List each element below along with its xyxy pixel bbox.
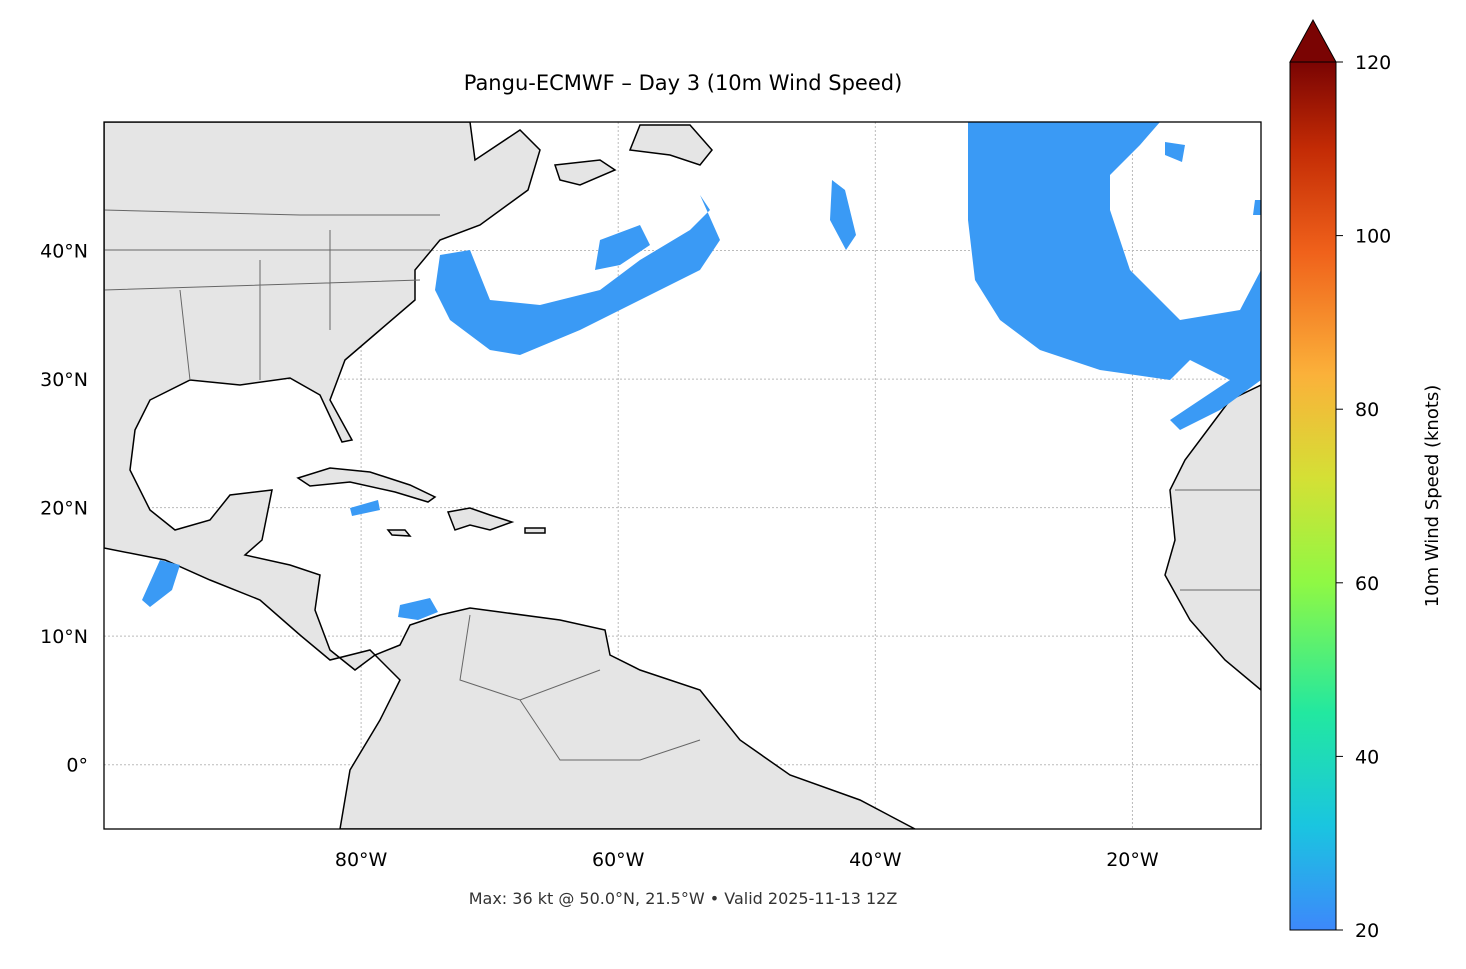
hispaniola <box>446 507 515 531</box>
jamaica <box>386 529 412 537</box>
x-tick-label: 20°W <box>1106 849 1159 871</box>
nova-scotia <box>553 159 617 186</box>
x-tick-label: 60°W <box>592 849 645 871</box>
y-tick-label: 40°N <box>40 241 88 263</box>
y-tick-label: 0° <box>66 755 88 777</box>
y-tick-label: 10°N <box>40 626 88 648</box>
colorbar-extend <box>1289 18 1337 63</box>
newfoundland <box>628 124 713 166</box>
x-tick-label: 80°W <box>335 849 388 871</box>
wind-area <box>968 122 1261 430</box>
puerto-rico <box>524 527 546 534</box>
borders <box>104 209 1261 761</box>
africa <box>1164 384 1261 691</box>
colorbar-tick-label: 60 <box>1355 573 1379 595</box>
colorbar-tick-label: 20 <box>1355 920 1379 942</box>
y-tick-label: 30°N <box>40 369 88 391</box>
cuba <box>296 467 437 503</box>
colorbar-tick-label: 100 <box>1355 226 1391 248</box>
map-frame <box>103 121 1262 830</box>
footnote: Max: 36 kt @ 50.0°N, 21.5°W • Valid 2025… <box>469 889 898 908</box>
wind-area <box>435 195 720 355</box>
map <box>104 122 1261 829</box>
colorbar-label: 10m Wind Speed (knots) <box>1422 385 1443 608</box>
x-tick-label: 40°W <box>849 849 902 871</box>
title: Pangu-ECMWF – Day 3 (10m Wind Speed) <box>464 71 903 95</box>
y-tick-label: 20°N <box>40 498 88 520</box>
colorbar <box>1289 61 1337 931</box>
colorbar-tick-label: 120 <box>1355 52 1391 74</box>
colorbar-tick-label: 80 <box>1355 399 1379 421</box>
americas <box>104 122 916 829</box>
colorbar-tick-label: 40 <box>1355 746 1379 768</box>
